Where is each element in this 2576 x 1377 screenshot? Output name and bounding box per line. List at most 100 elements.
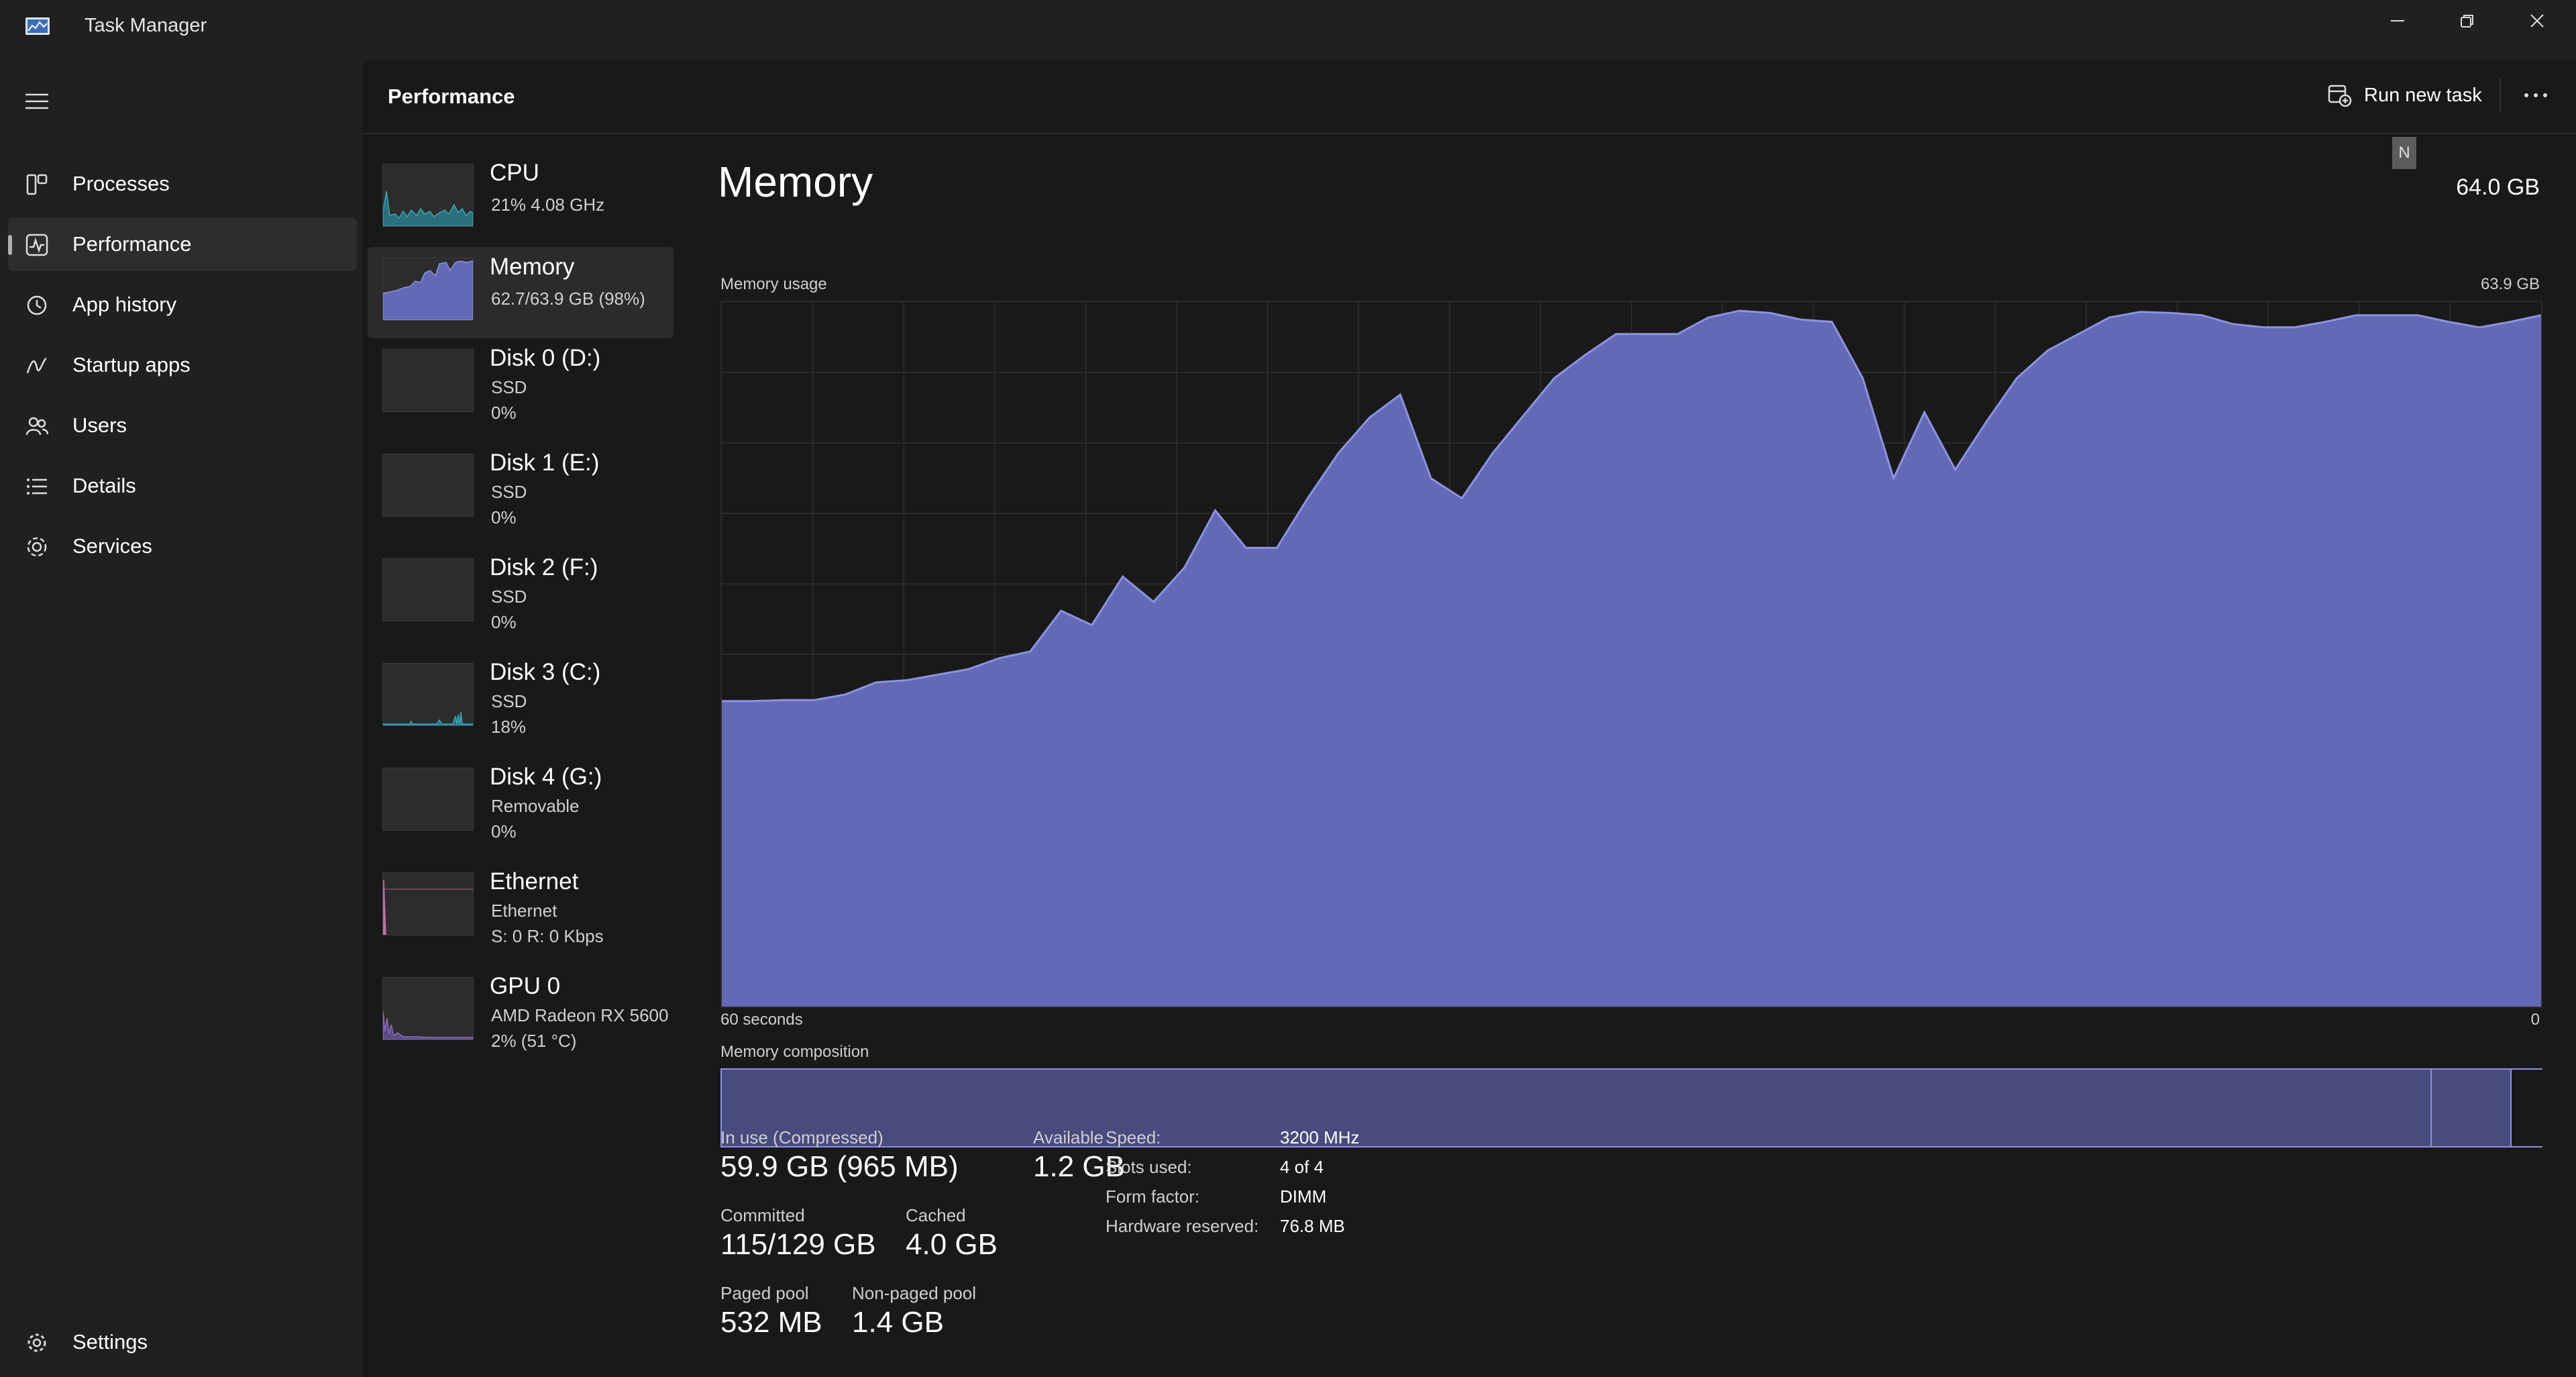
users-icon — [23, 412, 51, 440]
memory-composition-label: Memory composition — [720, 1043, 869, 1061]
cached-label: Cached — [906, 1205, 966, 1225]
device-name: GPU 0 — [490, 973, 561, 999]
composition-modified-segment — [2430, 1070, 2512, 1146]
nav-label: Performance — [72, 232, 192, 256]
nav-item-services[interactable]: Services — [8, 519, 357, 573]
memory-usage-area — [722, 311, 2541, 1007]
time-span-label: 60 seconds — [720, 1011, 803, 1029]
nav-item-settings[interactable]: Settings — [8, 1315, 357, 1369]
memory-thumbnail-graph — [382, 258, 474, 321]
page-header: Performance Run new task — [362, 59, 2576, 134]
device-type: Ethernet — [491, 901, 557, 921]
device-model: AMD Radeon RX 5600 X — [491, 1005, 674, 1025]
nav-label: App history — [72, 293, 177, 316]
disk-thumbnail-graph — [382, 663, 474, 726]
navigation-pane: Processes Performance App history Startu… — [0, 58, 362, 1377]
menu-toggle-button[interactable] — [20, 85, 54, 118]
more-icon — [2524, 93, 2547, 97]
memory-usage-graph — [720, 301, 2542, 1008]
device-type: Removable — [491, 796, 580, 816]
nav-label: Services — [72, 534, 152, 558]
device-name: Disk 3 (C:) — [490, 659, 601, 685]
title-bar: Task Manager — [0, 0, 2576, 58]
app-title: Task Manager — [85, 15, 207, 36]
non-paged-pool-value: 1.4 GB — [852, 1306, 944, 1339]
disk-thumbnail-graph — [382, 454, 474, 517]
run-task-icon — [2328, 85, 2352, 107]
disk-thumbnail-graph — [382, 768, 474, 831]
slots-used-label: Slots used: — [1106, 1157, 1192, 1177]
memory-total: 64.0 GB — [2456, 174, 2540, 200]
device-type: SSD — [491, 377, 527, 397]
device-detail: 21% 4.08 GHz — [491, 195, 605, 215]
performance-icon — [23, 231, 51, 259]
form-factor-value: DIMM — [1280, 1186, 1327, 1207]
device-ethernet[interactable]: Ethernet Ethernet S: 0 R: 0 Kbps — [368, 862, 674, 953]
committed-value: 115/129 GB — [720, 1228, 876, 1261]
device-disk-1[interactable]: Disk 1 (E:) SSD 0% — [368, 443, 674, 534]
device-name: Memory — [490, 254, 575, 280]
minimize-button[interactable] — [2363, 0, 2432, 42]
device-name: Disk 0 (D:) — [490, 345, 601, 371]
run-new-task-label: Run new task — [2364, 84, 2482, 106]
more-options-button[interactable] — [2514, 74, 2557, 117]
device-usage: 2% (51 °C) — [491, 1031, 577, 1051]
close-icon — [2530, 14, 2544, 28]
nav-label: Processes — [72, 172, 170, 195]
device-name: Disk 1 (E:) — [490, 450, 600, 476]
details-icon — [23, 472, 51, 501]
composition-standby-segment — [2510, 1070, 2542, 1146]
nav-label: Users — [72, 413, 127, 437]
in-use-label: In use (Compressed) — [720, 1127, 883, 1148]
device-gpu-0[interactable]: GPU 0 AMD Radeon RX 5600 X 2% (51 °C) — [368, 966, 674, 1058]
nav-item-app-history[interactable]: App history — [8, 278, 357, 332]
non-paged-pool-label: Non-paged pool — [852, 1283, 977, 1303]
device-disk-2[interactable]: Disk 2 (F:) SSD 0% — [368, 548, 674, 639]
nav-label: Details — [72, 474, 136, 497]
nav-item-details[interactable]: Details — [8, 459, 357, 513]
ethernet-thumbnail-graph — [382, 872, 474, 935]
key-hint-badge: N — [2392, 137, 2416, 169]
nav-item-performance[interactable]: Performance — [8, 217, 357, 271]
startup-icon — [23, 352, 51, 380]
device-disk-3[interactable]: Disk 3 (C:) SSD 18% — [368, 652, 674, 744]
disk-thumbnail-graph — [382, 558, 474, 621]
composition-in-use-segment — [722, 1070, 2430, 1146]
time-end-label: 0 — [2530, 1011, 2540, 1029]
main-panel: Performance Run new task CPU 21% 4.08 GH… — [362, 59, 2576, 1377]
device-usage: 0% — [491, 507, 517, 527]
device-memory[interactable]: Memory 62.7/63.9 GB (98%) — [368, 247, 674, 338]
run-new-task-button[interactable]: Run new task — [2328, 74, 2536, 117]
nav-label: Settings — [72, 1330, 148, 1354]
nav-item-processes[interactable]: Processes — [8, 157, 357, 211]
device-usage: 18% — [491, 717, 527, 737]
device-cpu[interactable]: CPU 21% 4.08 GHz — [368, 153, 674, 244]
device-detail: 62.7/63.9 GB (98%) — [491, 289, 645, 309]
minimize-icon — [2391, 20, 2404, 21]
available-value: 1.2 GB — [1033, 1150, 1125, 1183]
selection-indicator — [8, 235, 12, 255]
device-disk-0[interactable]: Disk 0 (D:) SSD 0% — [368, 338, 674, 429]
page-title: Performance — [388, 85, 515, 108]
device-throughput: S: 0 R: 0 Kbps — [491, 926, 604, 946]
nav-label: Startup apps — [72, 353, 191, 376]
device-name: Disk 2 (F:) — [490, 554, 598, 580]
paged-pool-value: 532 MB — [720, 1306, 822, 1339]
resource-title: Memory — [718, 158, 873, 206]
hardware-reserved-value: 76.8 MB — [1280, 1216, 1345, 1236]
close-button[interactable] — [2502, 0, 2572, 42]
nav-item-users[interactable]: Users — [8, 399, 357, 452]
task-manager-app-icon — [25, 17, 50, 35]
services-icon — [23, 533, 51, 561]
restore-button[interactable] — [2432, 0, 2502, 42]
header-divider — [2500, 78, 2501, 113]
memory-composition-bar[interactable] — [720, 1068, 2542, 1148]
nav-item-startup-apps[interactable]: Startup apps — [8, 338, 357, 392]
form-factor-label: Form factor: — [1106, 1186, 1200, 1207]
device-disk-4[interactable]: Disk 4 (G:) Removable 0% — [368, 757, 674, 848]
device-type: SSD — [491, 586, 527, 607]
speed-label: Speed: — [1106, 1127, 1161, 1148]
cached-value: 4.0 GB — [906, 1228, 998, 1261]
device-name: Ethernet — [490, 868, 579, 895]
device-name: CPU — [490, 160, 539, 186]
